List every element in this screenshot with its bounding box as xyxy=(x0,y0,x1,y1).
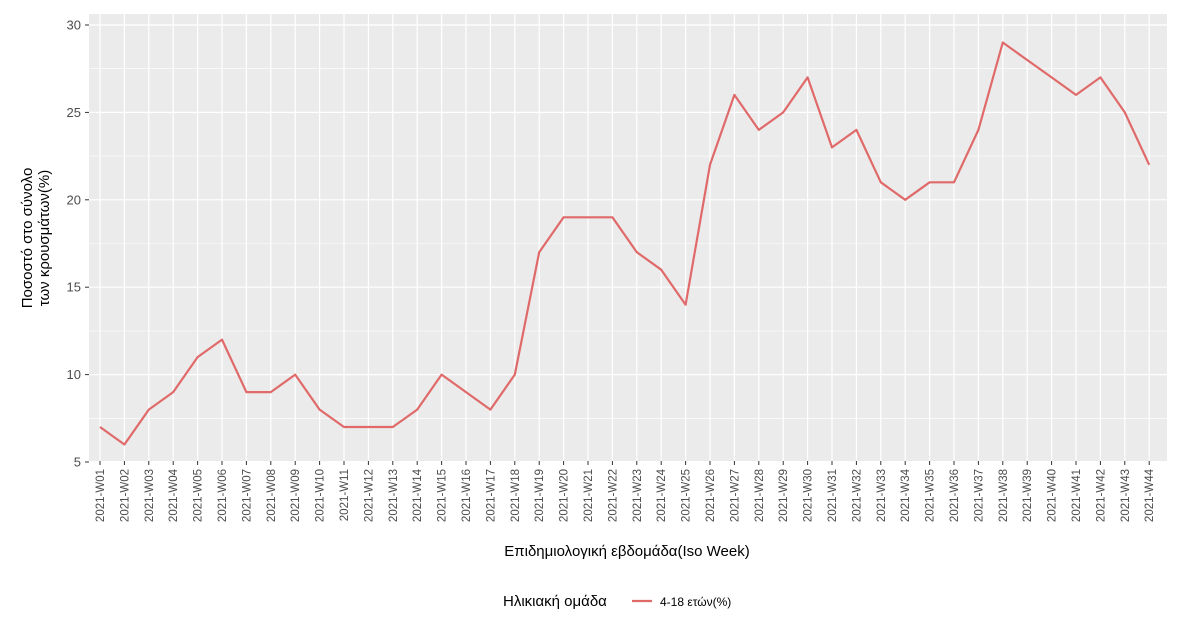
x-tick-label: 2021-W17 xyxy=(485,469,497,522)
series-line-4-18 xyxy=(99,41,1151,446)
x-axis-ticks: 2021-W01 2021-W02 2021-W03 2021-W04 2021-W05… xyxy=(95,461,1156,522)
legend-label: 4-18 ετών(%) xyxy=(660,595,731,609)
x-tick-label: 2021-W24 xyxy=(656,468,668,522)
x-tick-label: 2021-W38 xyxy=(998,469,1010,522)
x-tick-label: 2021-W10 xyxy=(315,469,327,522)
y-tick-label: 15 xyxy=(67,280,81,295)
x-tick-label: 2021-W18 xyxy=(510,469,522,522)
x-tick-label: 2021-W16 xyxy=(461,469,473,522)
x-tick-label: 2021-W25 xyxy=(681,469,693,522)
y-tick-label: 25 xyxy=(67,105,81,120)
x-tick-label: 2021-W34 xyxy=(900,468,912,522)
x-tick-label: 2021-W29 xyxy=(778,469,790,522)
y-axis-title-line1: Ποσοστό στο σύνολο xyxy=(19,168,36,309)
y-tick-label: 10 xyxy=(67,367,81,382)
legend-title: Ηλικιακή ομάδα xyxy=(503,593,607,610)
x-axis-title: Επιδημιολογική εβδομάδα(Iso Week) xyxy=(504,543,749,560)
x-tick-label: 2021-W20 xyxy=(559,469,571,522)
x-tick-label: 2021-W23 xyxy=(632,469,644,522)
x-tick-label: 2021-W28 xyxy=(754,469,766,522)
y-tick-label: 20 xyxy=(67,192,81,207)
x-tick-label: 2021-W04 xyxy=(168,468,180,522)
x-tick-label: 2021-W11 xyxy=(339,469,351,521)
y-axis-title-line2: των κρουσμάτων(%) xyxy=(36,170,53,307)
x-tick-label: 2021-W27 xyxy=(729,469,741,522)
x-tick-label: 2021-W22 xyxy=(607,469,619,522)
x-tick-label: 2021-W30 xyxy=(803,469,815,522)
x-tick-label: 2021-W13 xyxy=(388,469,400,522)
x-tick-label: 2021-W43 xyxy=(1120,469,1132,522)
x-tick-label: 2021-W32 xyxy=(851,469,863,522)
plot-panel xyxy=(89,14,1167,461)
x-tick-label: 2021-W37 xyxy=(973,469,985,522)
x-tick-label: 2021-W06 xyxy=(217,469,229,522)
x-tick-label: 2021-W09 xyxy=(290,469,302,522)
x-tick-label: 2021-W01 xyxy=(95,469,107,522)
major-gridlines xyxy=(89,14,1167,463)
x-tick-label: 2021-W15 xyxy=(437,469,449,522)
x-tick-label: 2021-W31 xyxy=(827,469,839,522)
x-tick-label: 2021-W03 xyxy=(144,469,156,522)
minor-gridlines xyxy=(89,68,1167,419)
x-tick-label: 2021-W44 xyxy=(1144,468,1156,522)
x-tick-label: 2021-W07 xyxy=(241,469,253,522)
x-tick-label: 2021-W19 xyxy=(534,469,546,522)
x-tick-label: 2021-W36 xyxy=(949,469,961,522)
x-tick-label: 2021-W12 xyxy=(363,469,375,522)
x-tick-label: 2021-W08 xyxy=(266,469,278,522)
x-tick-label: 2021-W41 xyxy=(1071,469,1083,522)
x-tick-label: 2021-W21 xyxy=(583,469,595,522)
x-tick-label: 2021-W39 xyxy=(1022,469,1034,522)
x-tick-label: 2021-W42 xyxy=(1095,469,1107,522)
x-tick-label: 2021-W33 xyxy=(876,469,888,522)
x-tick-label: 2021-W05 xyxy=(193,469,205,522)
legend: Ηλικιακή ομάδα 4-18 ετών(%) xyxy=(503,593,731,610)
y-tick-label: 5 xyxy=(74,455,81,470)
x-tick-label: 2021-W02 xyxy=(119,469,131,522)
x-tick-label: 2021-W35 xyxy=(925,469,937,522)
x-tick-label: 2021-W40 xyxy=(1047,469,1059,522)
x-tick-label: 2021-W14 xyxy=(412,468,424,522)
x-tick-label: 2021-W26 xyxy=(705,469,717,522)
y-axis-ticks: 5 10 15 20 25 30 xyxy=(67,18,89,470)
y-tick-label: 30 xyxy=(67,18,81,33)
